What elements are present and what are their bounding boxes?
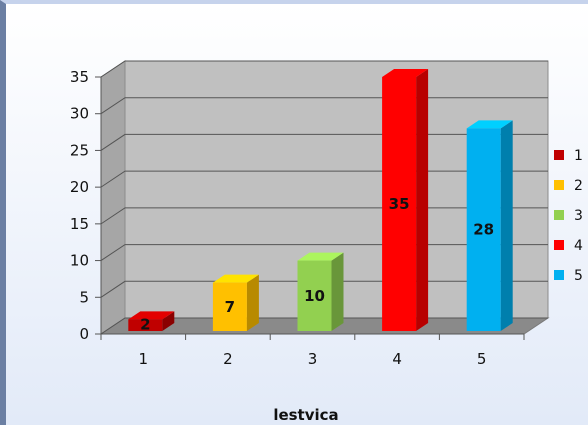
side-wall [100, 60, 126, 335]
y-tick-label: 35 [70, 68, 89, 86]
bar: 35 [382, 69, 429, 331]
bar-top [466, 120, 513, 129]
x-axis-label: lestvica [273, 406, 338, 424]
bar-top [382, 69, 429, 77]
bar-top [212, 274, 259, 283]
bar-top [128, 311, 175, 320]
y-tick-label: 0 [79, 325, 89, 343]
bar-front [297, 260, 332, 331]
bar-side [331, 252, 344, 331]
bar-value-label: 35 [389, 195, 410, 213]
legend-swatch [554, 240, 564, 250]
bar-front [128, 319, 163, 331]
legend: 1 2 3 4 5 [554, 148, 583, 284]
legend-label: 1 [574, 148, 583, 164]
bar-side [500, 120, 513, 332]
y-axis-ticks: 0 5 10 15 20 25 30 35 [70, 68, 102, 343]
bar-value-label: 28 [473, 221, 494, 239]
bar-side [416, 69, 429, 331]
bar: 10 [297, 252, 344, 331]
bar-value-label: 7 [225, 298, 235, 316]
x-axis-ticks: 1 2 3 4 5 [100, 333, 525, 368]
x-tick-label: 3 [308, 350, 318, 368]
x-tick-label: 2 [223, 350, 233, 368]
x-tick-label: 1 [139, 350, 149, 368]
bar-front [466, 128, 501, 331]
bar: 7 [212, 274, 259, 331]
bar-front [212, 282, 247, 331]
legend-swatch [554, 270, 564, 280]
bar-value-label: 2 [140, 315, 150, 333]
y-tick-label: 10 [70, 252, 89, 270]
bar-value-label: 10 [304, 287, 325, 305]
legend-label: 5 [574, 268, 583, 284]
y-tick-label: 15 [70, 215, 89, 233]
bars: 2 7 10 35 28 [128, 69, 513, 333]
y-tick-label: 30 [70, 105, 89, 123]
x-tick-label: 5 [477, 350, 487, 368]
y-tick-label: 5 [79, 288, 89, 306]
legend-label: 3 [574, 208, 583, 224]
legend-label: 2 [574, 178, 583, 194]
y-tick-label: 20 [70, 178, 89, 196]
bar-side [162, 311, 175, 331]
y-tick-label: 25 [70, 141, 89, 159]
bar: 2 [128, 311, 175, 333]
bar: 28 [466, 120, 513, 332]
legend-swatch [554, 180, 564, 190]
legend-label: 4 [574, 238, 583, 254]
bar-front [382, 77, 417, 331]
x-tick-label: 4 [392, 350, 402, 368]
bar-top [297, 252, 344, 261]
bar-side [246, 274, 259, 331]
legend-swatch [554, 150, 564, 160]
grid-line [100, 60, 548, 78]
legend-swatch [554, 210, 564, 220]
